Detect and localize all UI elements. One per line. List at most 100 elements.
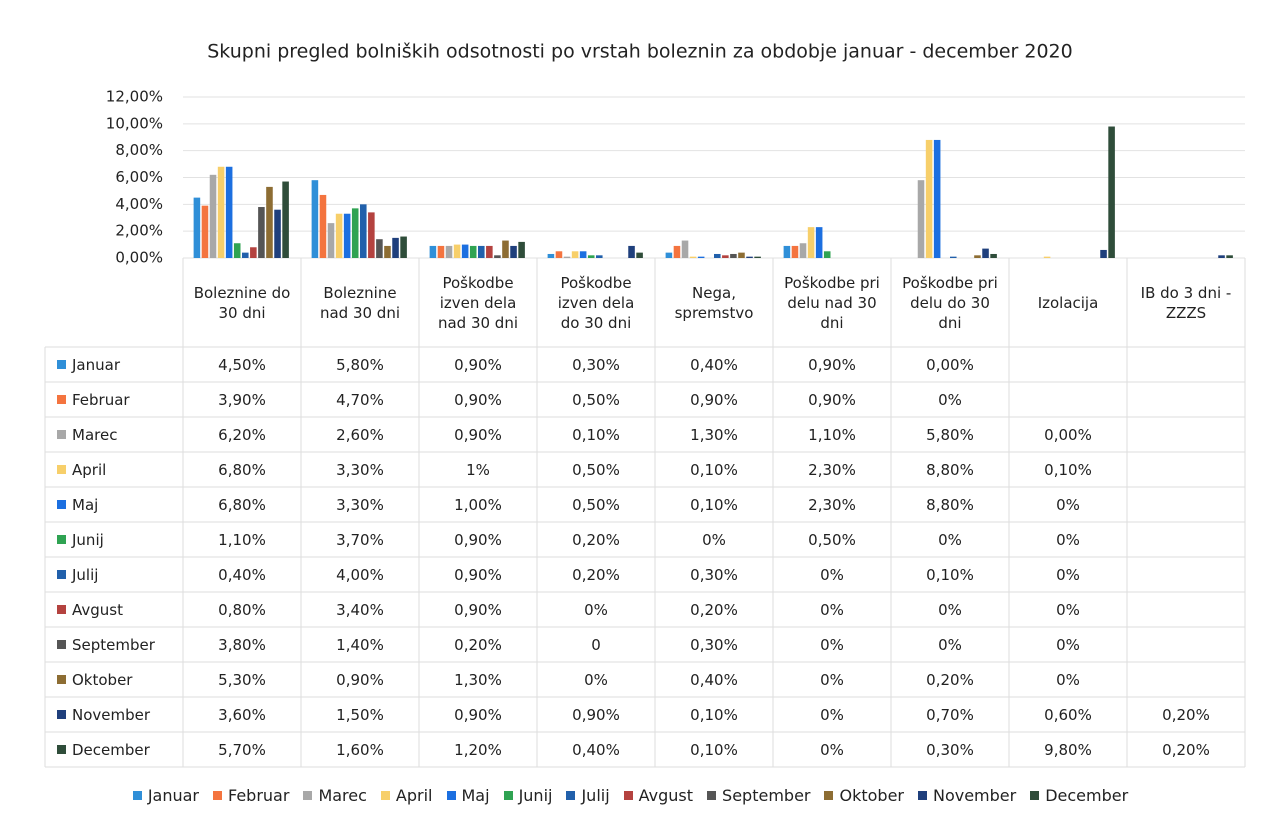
row-header: Februar — [45, 382, 183, 417]
legend-item: Avgust — [623, 786, 693, 805]
table-value: 4,00% — [336, 565, 384, 584]
legend-item: November — [917, 786, 1017, 805]
table-value: 0,70% — [926, 705, 974, 724]
table-value: 0% — [820, 635, 844, 654]
table-value: 0,00% — [1044, 425, 1092, 444]
column-header: Boleznine nad 30 dni — [319, 283, 401, 322]
column-header: Izolacija — [1037, 293, 1099, 312]
column-header: Poškodbe izven dela nad 30 dni — [437, 273, 519, 332]
column-header: Poškodbe pri delu do 30 dni — [902, 273, 998, 332]
row-header: Maj — [45, 487, 183, 522]
bar — [502, 240, 509, 258]
bar — [225, 166, 233, 258]
table-value: 0,10% — [690, 740, 738, 759]
legend-swatch — [57, 640, 66, 649]
legend-label: November — [932, 786, 1017, 805]
table-value: 4,70% — [336, 390, 384, 409]
bar — [974, 255, 981, 258]
table-value: 0,50% — [572, 390, 620, 409]
table-value: 1,60% — [336, 740, 384, 759]
table-value: 0% — [938, 390, 962, 409]
legend-label: Marec — [318, 786, 367, 805]
legend-swatch — [57, 360, 66, 369]
table-value: 0% — [938, 635, 962, 654]
table-value: 3,70% — [336, 530, 384, 549]
bar — [376, 239, 383, 258]
legend-label: Junij — [518, 786, 553, 805]
bar — [201, 205, 209, 258]
bar — [917, 180, 925, 258]
table-value: 0,10% — [690, 705, 738, 724]
row-header: Januar — [45, 347, 183, 382]
legend-label: December — [1045, 786, 1129, 805]
bar — [469, 245, 477, 258]
row-label: Avgust — [72, 600, 123, 619]
legend-item: Oktober — [824, 786, 904, 805]
table-value: 0 — [591, 635, 601, 654]
table-value: 5,80% — [926, 425, 974, 444]
table-value: 0,50% — [572, 495, 620, 514]
bar — [783, 245, 791, 258]
legend-item: Marec — [303, 786, 367, 805]
bar — [823, 251, 831, 258]
legend-item: Julij — [566, 786, 610, 805]
y-tick-label: 6,00% — [115, 168, 163, 186]
table-value: 0,90% — [454, 705, 502, 724]
bar — [445, 245, 453, 258]
bar — [335, 213, 343, 258]
table-value: 3,60% — [218, 705, 266, 724]
bar — [636, 252, 643, 258]
table-value: 1,30% — [454, 670, 502, 689]
bar — [1226, 255, 1233, 258]
y-tick-label: 8,00% — [115, 141, 163, 159]
table-value: 0,20% — [1162, 740, 1210, 759]
table-value: 0,20% — [572, 530, 620, 549]
bar — [982, 248, 989, 258]
legend-swatch — [57, 535, 66, 544]
bar — [665, 252, 673, 258]
table-value: 0% — [938, 530, 962, 549]
table-value: 0,60% — [1044, 705, 1092, 724]
table-value: 0,20% — [572, 565, 620, 584]
table-value: 0,90% — [454, 425, 502, 444]
row-label: Oktober — [72, 670, 133, 689]
row-header: Julij — [45, 557, 183, 592]
table-value: 0,40% — [572, 740, 620, 759]
legend-swatch — [303, 791, 313, 800]
table-value: 1,50% — [336, 705, 384, 724]
table-value: 0,20% — [690, 600, 738, 619]
row-label: Marec — [72, 425, 118, 444]
table-value: 6,80% — [218, 495, 266, 514]
table-value: 0,10% — [690, 495, 738, 514]
row-header: Oktober — [45, 662, 183, 697]
table-value: 0,40% — [690, 355, 738, 374]
table-value: 0,30% — [572, 355, 620, 374]
table-value: 0% — [938, 600, 962, 619]
table-value: 0,50% — [572, 460, 620, 479]
y-tick-label: 2,00% — [115, 222, 163, 240]
bar — [266, 186, 273, 258]
table-value: 3,90% — [218, 390, 266, 409]
table-value: 3,40% — [336, 600, 384, 619]
bar — [738, 252, 745, 258]
bar — [351, 208, 359, 258]
table-value: 1,30% — [690, 425, 738, 444]
row-label: Julij — [72, 565, 99, 584]
bar — [319, 194, 327, 258]
legend-label: Januar — [147, 786, 199, 805]
bar — [510, 245, 517, 258]
legend-item: Maj — [446, 786, 490, 805]
table-value: 0,10% — [572, 425, 620, 444]
table-value: 0,40% — [690, 670, 738, 689]
row-header: November — [45, 697, 183, 732]
bar — [274, 209, 281, 258]
column-header: IB do 3 dni - ZZZS — [1140, 283, 1232, 322]
table-value: 0% — [1056, 600, 1080, 619]
y-tick-label: 10,00% — [106, 114, 163, 132]
table-value: 5,30% — [218, 670, 266, 689]
bar — [437, 245, 445, 258]
table-value: 4,50% — [218, 355, 266, 374]
table-value: 6,80% — [218, 460, 266, 479]
legend-swatch — [566, 791, 576, 800]
